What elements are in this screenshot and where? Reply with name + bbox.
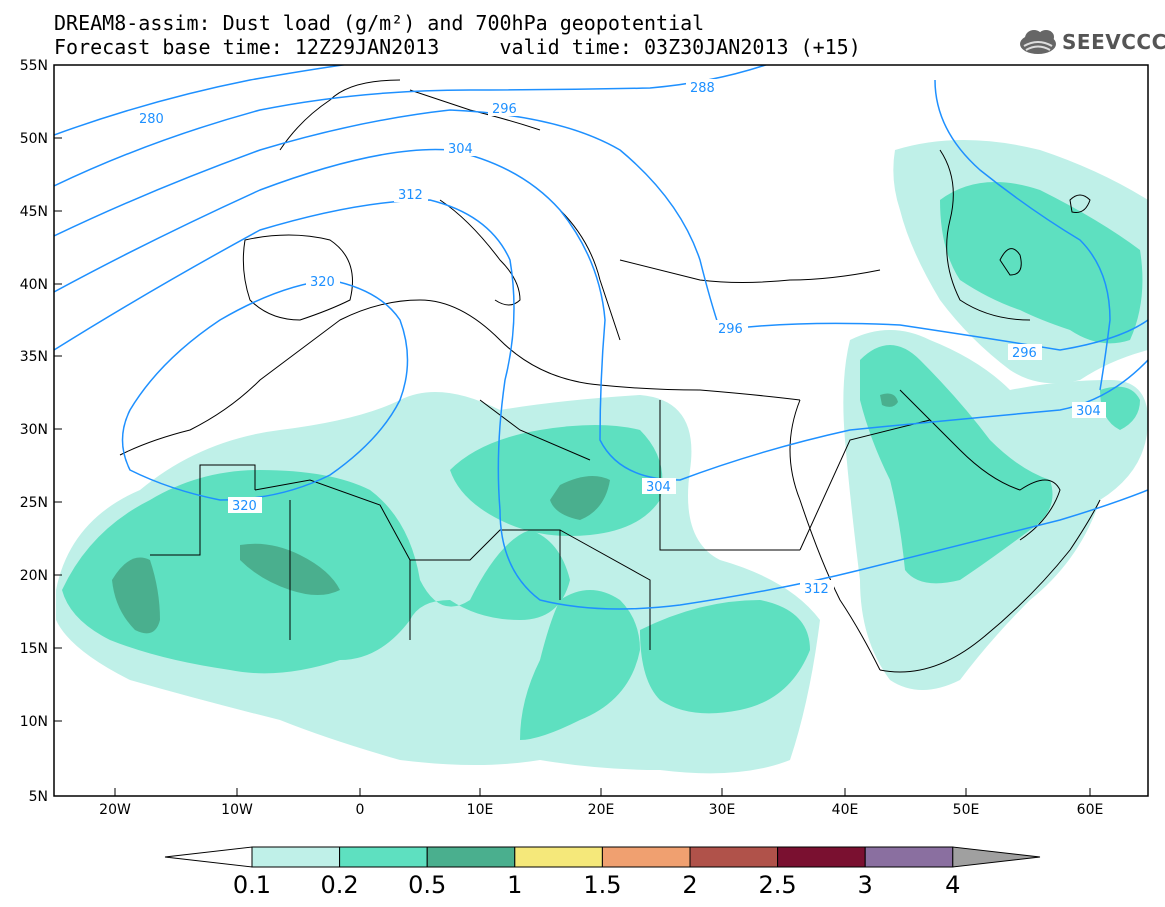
seevccc-logo [1020,30,1056,54]
lon-tick-label: 60E [1077,802,1104,818]
colorbar-label: 1 [507,871,522,899]
chart-title-line1: DREAM8-assim: Dust load (g/m²) and 700hP… [54,11,705,35]
lon-tick-label: 40E [832,802,859,818]
contour-label: 296 [1012,346,1037,361]
contour-label: 312 [804,582,829,597]
lon-tick-label: 20E [588,802,615,818]
colorbar-swatch [864,846,954,868]
colorbar-arrow-low [164,846,253,868]
lat-tick-label: 30N [20,422,48,438]
lat-tick-label: 45N [20,204,48,220]
colorbar-swatch [601,846,691,868]
latitude-axis: 55N 50N 45N 40N 35N 30N 25N 20N 15N 10N 5N [20,58,62,805]
colorbar-label: 1.5 [583,871,621,899]
colorbar-label: 2 [682,871,697,899]
lat-tick-label: 55N [20,58,48,74]
colorbar-label: 3 [858,871,873,899]
contour-label: 320 [232,499,257,514]
colorbar-swatch [689,846,779,868]
logo-text: SEEVCCC [1062,30,1165,54]
country-borders [150,399,931,650]
colorbar-swatch [514,846,603,868]
lon-tick-label: 10W [221,802,253,818]
colorbar-label: 0.2 [321,871,359,899]
lat-tick-label: 25N [20,495,48,511]
geopotential-contours [54,65,1148,610]
contour-label: 296 [718,322,743,337]
colorbar-swatch [339,846,428,868]
colorbar-swatch [251,846,341,868]
chart-title-line2: Forecast base time: 12Z29JAN2013 valid t… [54,35,861,59]
contour-label: 312 [398,188,423,203]
lon-tick-label: 50E [953,802,980,818]
longitude-axis: 20W 10W 0 10E 20E 30E 40E 50E 60E [99,788,1103,818]
lon-tick-label: 10E [467,802,494,818]
contour-label: 296 [492,102,517,117]
contour-label: 320 [310,275,335,290]
colorbar: 0.1 0.2 0.5 1 1.5 2 2.5 3 4 [164,846,1041,899]
lat-tick-label: 40N [20,277,48,293]
colorbar-label: 4 [945,871,960,899]
contour-label: 304 [448,142,473,157]
colorbar-swatch [777,846,866,868]
lat-tick-label: 5N [29,789,48,805]
cloud-icon [1020,30,1056,54]
contour-label: 304 [646,480,671,495]
contour-label: 280 [139,112,164,127]
colorbar-arrow-high [952,846,1041,868]
coastlines [119,79,1101,673]
colorbar-label: 0.5 [408,871,446,899]
lat-tick-label: 10N [20,714,48,730]
lat-tick-label: 20N [20,568,48,584]
contour-label: 304 [1076,404,1101,419]
contour-label: 288 [690,81,715,96]
lat-tick-label: 35N [20,349,48,365]
lat-tick-label: 15N [20,641,48,657]
colorbar-swatch [426,846,516,868]
contour-labels: 280 288 296 296 296 304 304 304 312 312 … [135,79,1106,597]
lon-tick-label: 30E [709,802,736,818]
colorbar-label: 0.1 [233,871,271,899]
lon-tick-label: 20W [99,802,131,818]
lon-tick-label: 0 [356,802,365,818]
map-area: 280 288 296 296 296 304 304 304 312 312 … [54,65,1148,774]
lat-tick-label: 50N [20,131,48,147]
colorbar-label: 2.5 [759,871,797,899]
